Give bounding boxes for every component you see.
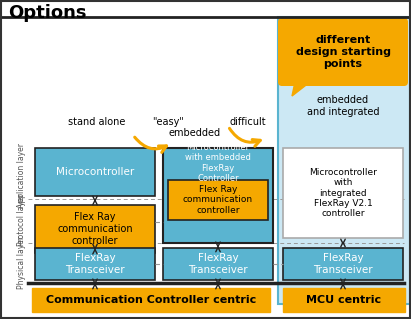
- Bar: [283, 288, 405, 312]
- Text: FlexRay
Transceiver: FlexRay Transceiver: [313, 253, 373, 275]
- Bar: [35, 148, 155, 196]
- Bar: [168, 180, 268, 220]
- Text: Flex Ray
communication
controller: Flex Ray communication controller: [183, 185, 253, 215]
- Polygon shape: [292, 82, 310, 96]
- FancyBboxPatch shape: [278, 18, 408, 86]
- Text: different
design starting
points: different design starting points: [296, 35, 390, 69]
- FancyArrowPatch shape: [229, 128, 260, 146]
- Text: Options: Options: [8, 4, 86, 22]
- Text: Microcontroller
with
integrated
FlexRay V2.1
controller: Microcontroller with integrated FlexRay …: [309, 168, 377, 218]
- Text: Microcontroller: Microcontroller: [56, 167, 134, 177]
- Bar: [283, 248, 403, 280]
- Text: FlexRay
Transceiver: FlexRay Transceiver: [188, 253, 248, 275]
- Text: Flex Ray
communication
controller: Flex Ray communication controller: [57, 212, 133, 246]
- Text: Physical layer: Physical layer: [16, 235, 25, 289]
- Bar: [35, 248, 155, 280]
- Text: Microcontroller
with embedded
FlexRay
Controller: Microcontroller with embedded FlexRay Co…: [185, 143, 251, 183]
- Text: MCU centric: MCU centric: [307, 295, 381, 305]
- Text: embedded: embedded: [169, 128, 221, 138]
- Bar: [32, 288, 270, 312]
- Text: difficult: difficult: [230, 117, 266, 127]
- Text: embedded
and integrated: embedded and integrated: [307, 95, 379, 117]
- Text: Protocol layer: Protocol layer: [16, 194, 25, 246]
- Text: Communication Controller centric: Communication Controller centric: [46, 295, 256, 305]
- Bar: [163, 248, 273, 280]
- Bar: [283, 148, 403, 238]
- Bar: [35, 205, 155, 253]
- FancyArrowPatch shape: [135, 137, 166, 152]
- Text: Application layer: Application layer: [16, 143, 25, 207]
- Text: stand alone: stand alone: [68, 117, 126, 127]
- Text: "easy": "easy": [152, 117, 184, 127]
- Bar: [278, 17, 410, 304]
- Bar: [163, 148, 273, 243]
- Text: FlexRay
Transceiver: FlexRay Transceiver: [65, 253, 125, 275]
